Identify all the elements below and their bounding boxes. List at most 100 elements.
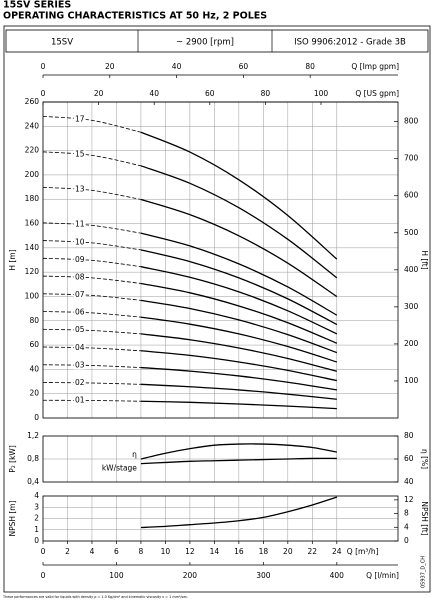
y-axis-label: P₂ [kW] bbox=[8, 445, 17, 473]
series-label: 17 bbox=[75, 114, 85, 123]
series-label: 04 bbox=[75, 343, 85, 352]
series-label: 02 bbox=[75, 378, 85, 387]
label-bg bbox=[73, 185, 86, 194]
series-label: 11 bbox=[75, 220, 85, 229]
series-line bbox=[140, 350, 337, 382]
header-box bbox=[5, 29, 429, 53]
x-tick-label: 20 bbox=[94, 89, 104, 98]
y-tick-label: 3 bbox=[34, 502, 39, 511]
series-line bbox=[140, 282, 338, 344]
plot-frame bbox=[42, 101, 399, 419]
x-tick-label: 6 bbox=[114, 547, 119, 556]
y-tick-label: 120 bbox=[25, 267, 40, 276]
y-tick-label: 200 bbox=[25, 170, 40, 179]
x-tick-label: 14 bbox=[210, 547, 220, 556]
series-line bbox=[140, 198, 338, 298]
x-axis-label: Q [US gpm] bbox=[355, 89, 399, 98]
series-line bbox=[42, 293, 141, 301]
series-label: 13 bbox=[75, 185, 85, 194]
y2-tick-label: 500 bbox=[404, 228, 419, 237]
label-bg bbox=[73, 115, 86, 124]
x-axis-label: Q [m³/h] bbox=[347, 547, 379, 556]
x-tick-label: 20 bbox=[283, 547, 293, 556]
y-tick-label: 1,2 bbox=[27, 431, 39, 440]
series-line bbox=[140, 333, 337, 372]
series-label: 06 bbox=[75, 308, 85, 317]
series-label: 09 bbox=[75, 255, 85, 264]
plot-frame bbox=[42, 495, 399, 542]
x-tick-label: 100 bbox=[109, 571, 124, 580]
y2-axis-label: NPSH [ft] bbox=[420, 501, 429, 535]
drawing-code: 05937_D_CH bbox=[421, 556, 427, 588]
label-bg bbox=[73, 326, 86, 335]
x-tick-label: 40 bbox=[172, 62, 182, 71]
series-label: η bbox=[132, 450, 137, 459]
series-line bbox=[140, 266, 338, 335]
series-label: 07 bbox=[75, 290, 85, 299]
y-tick-label: 4 bbox=[34, 491, 39, 500]
label-bg bbox=[73, 343, 86, 352]
series-label: 10 bbox=[75, 237, 85, 246]
y2-tick-label: 40 bbox=[404, 477, 414, 486]
x-tick-label: 80 bbox=[305, 62, 315, 71]
x-tick-label: 60 bbox=[205, 89, 215, 98]
header-standard: ISO 9906:2012 - Grade 3B bbox=[294, 38, 406, 48]
x-tick-label: 0 bbox=[41, 62, 46, 71]
y-tick-label: 80 bbox=[29, 316, 39, 325]
y2-tick-label: 200 bbox=[404, 339, 419, 348]
series-label: 03 bbox=[75, 360, 85, 369]
x-tick-label: 22 bbox=[308, 547, 318, 556]
y2-tick-label: 4 bbox=[404, 522, 409, 531]
title: 15SV SERIES bbox=[3, 0, 71, 11]
x-tick-label: 200 bbox=[183, 571, 198, 580]
outer-frame bbox=[3, 25, 431, 593]
x-tick-label: 0 bbox=[41, 571, 46, 580]
series-line bbox=[42, 328, 141, 335]
label-bg bbox=[73, 361, 86, 370]
series-label: 15 bbox=[75, 149, 85, 158]
y2-axis-label: H [ft] bbox=[420, 250, 429, 269]
y2-tick-label: 400 bbox=[404, 265, 419, 274]
y2-tick-label: 100 bbox=[404, 376, 419, 385]
series-line bbox=[140, 165, 338, 279]
footnote: These performances are valid for liquids… bbox=[2, 595, 188, 599]
x-tick-label: 80 bbox=[261, 89, 271, 98]
x-tick-label: 4 bbox=[90, 547, 95, 556]
y2-tick-label: 700 bbox=[404, 154, 419, 163]
y2-tick-label: 80 bbox=[404, 431, 414, 440]
series-line bbox=[42, 399, 141, 402]
label-bg bbox=[73, 255, 86, 264]
series-line bbox=[42, 364, 141, 368]
plot-frame bbox=[42, 435, 399, 483]
series-line bbox=[42, 240, 141, 251]
series-line bbox=[140, 131, 338, 260]
series-line bbox=[42, 311, 141, 318]
series-line bbox=[140, 299, 338, 354]
x-axis-label: Q [l/min] bbox=[366, 571, 399, 580]
series-line bbox=[42, 257, 141, 268]
y-tick-label: 260 bbox=[25, 97, 40, 106]
label-bg bbox=[73, 238, 86, 247]
series-label: 01 bbox=[75, 395, 85, 404]
y-tick-label: 20 bbox=[29, 389, 39, 398]
y-tick-label: 0,8 bbox=[27, 454, 39, 463]
y-tick-label: 2 bbox=[34, 514, 39, 523]
x-tick-label: 40 bbox=[149, 89, 159, 98]
label-bg bbox=[73, 396, 86, 405]
x-tick-label: 0 bbox=[41, 89, 46, 98]
x-tick-label: 2 bbox=[65, 547, 70, 556]
series-line bbox=[140, 366, 337, 391]
y-tick-label: 0,4 bbox=[27, 477, 39, 486]
series-label: 05 bbox=[75, 325, 85, 334]
label-bg bbox=[73, 273, 86, 282]
series-label: 08 bbox=[75, 272, 85, 281]
header-model: 15SV bbox=[51, 38, 73, 48]
series-line bbox=[140, 383, 337, 400]
x-tick-label: 16 bbox=[234, 547, 244, 556]
y-tick-label: 1 bbox=[34, 525, 39, 534]
y2-tick-label: 600 bbox=[404, 191, 419, 200]
y-tick-label: 180 bbox=[25, 194, 40, 203]
x-tick-label: 0 bbox=[41, 547, 46, 556]
x-tick-label: 10 bbox=[161, 547, 171, 556]
